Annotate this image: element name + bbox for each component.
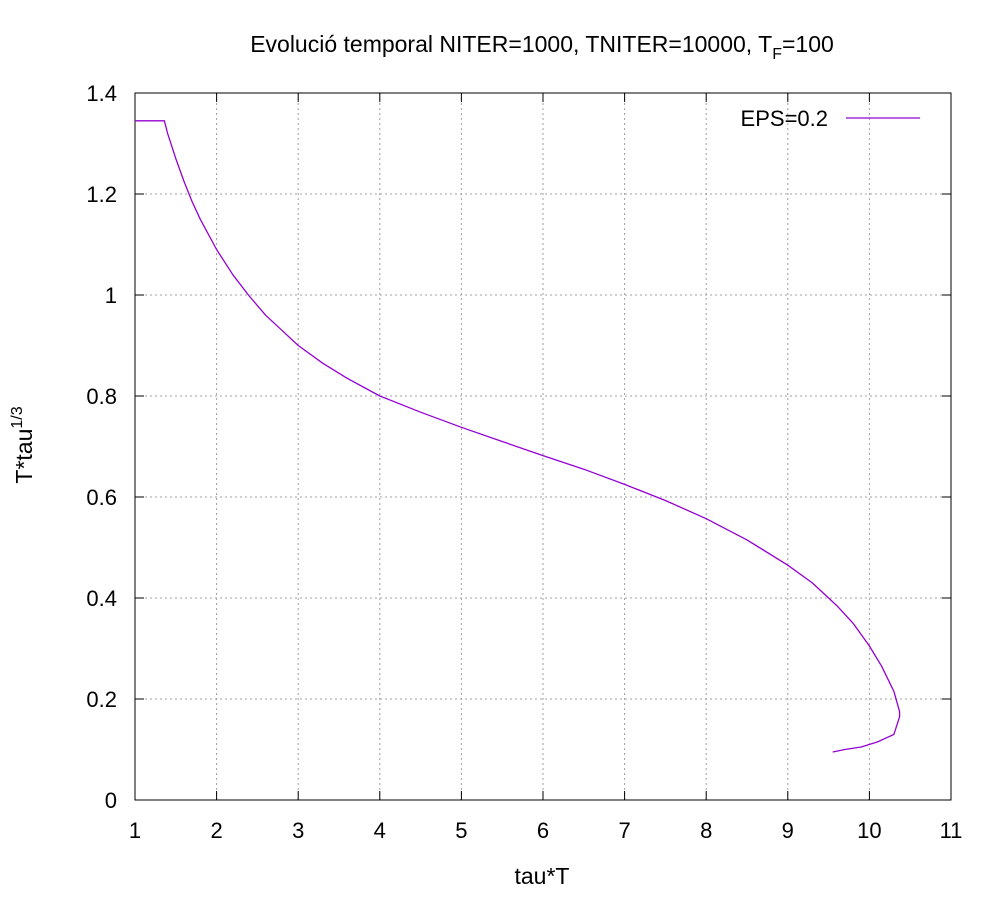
chart-title-main: Evolució temporal NITER=1000, TNITER=100… xyxy=(250,31,772,57)
chart-title-tail: =100 xyxy=(782,31,834,57)
x-tick-label: 5 xyxy=(455,818,467,843)
y-tick-label: 0.2 xyxy=(86,687,117,712)
x-tick-label: 8 xyxy=(700,818,712,843)
x-tick-labels: 1 2 3 4 5 6 7 8 9 10 11 xyxy=(129,818,963,843)
grid xyxy=(135,93,951,800)
y-tick-label: 0 xyxy=(105,788,117,813)
y-tick-labels: 0 0.2 0.4 0.6 0.8 1 1.2 1.4 xyxy=(86,81,117,813)
x-tick-label: 11 xyxy=(940,818,963,843)
x-tick-label: 2 xyxy=(210,818,222,843)
legend: EPS=0.2 xyxy=(741,106,920,131)
y-tick-label: 0.8 xyxy=(86,384,117,409)
x-tick-label: 4 xyxy=(374,818,386,843)
x-tick-label: 1 xyxy=(129,818,141,843)
series-layer xyxy=(135,120,901,753)
x-tick-label: 7 xyxy=(618,818,630,843)
plot-frame xyxy=(134,92,952,801)
x-tick-label: 10 xyxy=(857,818,881,843)
y-axis-label-superscript: 1/3 xyxy=(9,406,26,428)
legend-label: EPS=0.2 xyxy=(741,106,828,131)
y-tick-label: 0.6 xyxy=(86,485,117,510)
y-tick-label: 0.4 xyxy=(86,586,117,611)
chart-title-subscript: F xyxy=(772,46,782,63)
y-tick-label: 1.2 xyxy=(86,182,117,207)
series-line xyxy=(135,120,901,753)
y-axis-label-base: T*tau xyxy=(11,429,37,484)
y-axis-label: T*tau1/3 xyxy=(9,406,37,483)
x-tick-label: 6 xyxy=(537,818,549,843)
chart-title: Evolució temporal NITER=1000, TNITER=100… xyxy=(250,31,834,63)
y-tick-label: 1.4 xyxy=(86,81,117,106)
x-axis-label: tau*T xyxy=(515,863,570,889)
x-tick-label: 3 xyxy=(292,818,304,843)
y-tick-label: 1 xyxy=(105,283,117,308)
x-tick-label: 9 xyxy=(782,818,794,843)
